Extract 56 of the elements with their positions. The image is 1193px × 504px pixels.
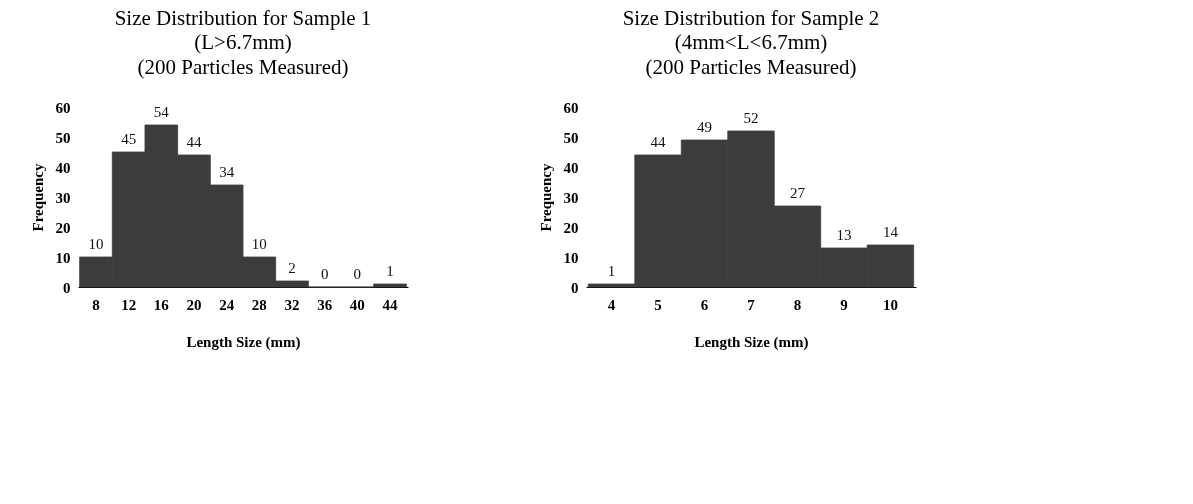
x-tick-label: 6 — [700, 296, 709, 313]
x-tick-label: 12 — [121, 296, 137, 313]
data-label: 49 — [697, 119, 713, 135]
x-tick-label: 7 — [747, 296, 756, 313]
x-tick-label: 36 — [317, 296, 333, 313]
data-label: 0 — [320, 266, 329, 282]
data-label: 0 — [353, 266, 362, 282]
x-tick-label: 5 — [654, 296, 662, 313]
x-tick-label: 8 — [92, 296, 100, 313]
y-axis-title: Frequency — [29, 162, 46, 232]
x-tick-label: 4 — [607, 296, 616, 313]
x-tick-label: 32 — [284, 296, 300, 313]
chart-subtitle: (4mm<L<6.7mm) (200 Particles Measured) — [645, 30, 857, 79]
y-tick-label: 60 — [55, 99, 71, 116]
x-tick-label: 20 — [186, 296, 202, 313]
x-tick-label: 9 — [840, 296, 848, 313]
x-tick-label: 8 — [793, 296, 802, 313]
data-label: 44 — [186, 134, 202, 150]
chart-title: Size Distribution for Sample 1 — [114, 6, 372, 30]
x-tick-label: 44 — [382, 296, 399, 313]
y-tick-label: 20 — [55, 219, 71, 236]
y-tick-label: 30 — [563, 189, 579, 206]
data-label: 27 — [789, 185, 806, 201]
data-label: 10 — [251, 236, 267, 252]
y-tick-label: 0 — [63, 279, 71, 296]
y-tick-label: 40 — [55, 159, 71, 176]
data-label: 54 — [153, 104, 170, 120]
y-tick-label: 20 — [563, 219, 579, 236]
y-tick-label: 50 — [55, 129, 71, 146]
x-axis-title: Length Size (mm) — [694, 333, 809, 351]
y-tick-label: 0 — [571, 279, 579, 296]
y-tick-label: 10 — [55, 249, 71, 266]
data-label: 13 — [836, 227, 852, 243]
y-tick-label: 50 — [563, 129, 579, 146]
y-tick-label: 60 — [563, 99, 579, 116]
y-tick-label: 30 — [55, 189, 71, 206]
data-label: 34 — [219, 164, 235, 180]
data-label: 1 — [607, 263, 616, 279]
x-tick-label: 24 — [219, 296, 235, 313]
y-axis-title: Frequency — [537, 162, 554, 232]
data-label: 14 — [882, 224, 899, 240]
x-axis-title: Length Size (mm) — [186, 333, 301, 351]
x-tick-label: 28 — [251, 296, 267, 313]
y-tick-label: 40 — [563, 159, 579, 176]
data-label: 45 — [121, 131, 137, 147]
chart-subtitle: (L>6.7mm) (200 Particles Measured) — [137, 30, 349, 79]
x-tick-label: 16 — [153, 296, 170, 313]
x-tick-label: 40 — [349, 296, 365, 313]
data-label: 1 — [386, 263, 394, 279]
data-label: 52 — [743, 110, 759, 126]
x-tick-label: 10 — [882, 296, 898, 313]
chart-title: Size Distribution for Sample 2 — [622, 6, 880, 30]
data-label: 10 — [88, 236, 104, 252]
y-tick-label: 10 — [563, 249, 579, 266]
data-label: 44 — [650, 134, 667, 150]
data-label: 2 — [288, 260, 296, 276]
